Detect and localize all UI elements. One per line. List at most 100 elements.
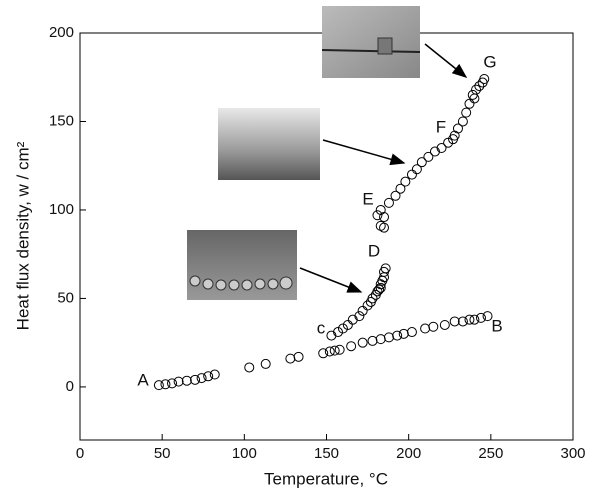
- point: [153, 380, 164, 391]
- point: [406, 169, 417, 180]
- point: [160, 379, 171, 390]
- point: [346, 341, 357, 352]
- point: [375, 334, 386, 345]
- point: [390, 190, 401, 201]
- point: [326, 330, 337, 341]
- y-tick-label: 50: [57, 289, 74, 306]
- point: [469, 314, 480, 325]
- point: [357, 305, 368, 316]
- x-tick-label: 250: [478, 445, 503, 462]
- point: [406, 327, 417, 338]
- y-tick-label: 200: [49, 24, 74, 41]
- point: [464, 314, 475, 325]
- point: [475, 312, 486, 323]
- point-label: A: [137, 370, 149, 389]
- point: [293, 351, 304, 362]
- inset-photos: [187, 6, 421, 300]
- point: [400, 176, 411, 187]
- point: [395, 183, 406, 194]
- point: [449, 130, 460, 141]
- point-label: D: [368, 241, 380, 260]
- point: [383, 197, 394, 208]
- point: [375, 282, 386, 293]
- point: [379, 212, 390, 223]
- point: [479, 74, 490, 85]
- point: [196, 373, 207, 384]
- y-tick-label: 0: [66, 378, 74, 395]
- point: [380, 263, 391, 274]
- point: [357, 337, 368, 348]
- point: [347, 314, 358, 325]
- point: [374, 284, 385, 295]
- point: [324, 346, 335, 357]
- point: [467, 89, 478, 100]
- point: [372, 286, 383, 297]
- point: [173, 376, 184, 387]
- point: [439, 319, 450, 330]
- point: [334, 344, 345, 355]
- photo-detail: [321, 49, 421, 53]
- point: [383, 332, 394, 343]
- plot-frame: [79, 32, 574, 441]
- point: [423, 151, 434, 162]
- point: [333, 327, 344, 338]
- point: [464, 98, 475, 109]
- point-label: G: [483, 52, 496, 71]
- point: [411, 164, 422, 175]
- point: [457, 116, 468, 127]
- point-label: c: [317, 318, 326, 337]
- point-label: E: [362, 189, 373, 208]
- arrow: [299, 267, 363, 293]
- photo-f: [218, 108, 320, 180]
- photo-bubbles: [189, 275, 293, 291]
- x-tick-label: 300: [560, 445, 585, 462]
- point: [337, 323, 348, 334]
- point: [181, 375, 192, 386]
- y-tick-label: 100: [49, 201, 74, 218]
- point: [375, 220, 386, 231]
- x-tick-label: 200: [396, 445, 421, 462]
- point: [190, 374, 201, 385]
- point: [167, 378, 178, 389]
- arrow: [322, 139, 406, 166]
- point: [482, 311, 493, 322]
- photo-d: [187, 230, 297, 300]
- point: [452, 123, 463, 134]
- arrows: [299, 43, 468, 293]
- point: [285, 353, 296, 364]
- point: [429, 146, 440, 157]
- point: [367, 293, 378, 304]
- y-axis-label: Heat flux density, w / cm²: [13, 141, 32, 330]
- point: [420, 323, 431, 334]
- x-tick-label: 150: [314, 445, 339, 462]
- point: [392, 330, 403, 341]
- x-tick-label: 50: [154, 445, 171, 462]
- point: [449, 316, 460, 327]
- point: [443, 137, 454, 148]
- point: [416, 157, 427, 168]
- point: [354, 311, 365, 322]
- point: [428, 321, 439, 332]
- point: [375, 204, 386, 215]
- point: [436, 143, 447, 154]
- photo-g: [322, 6, 420, 78]
- point: [260, 358, 271, 369]
- x-tick-label: 100: [232, 445, 257, 462]
- point-label: B: [491, 316, 502, 335]
- arrow: [424, 43, 468, 78]
- point: [362, 300, 373, 311]
- point: [474, 81, 485, 92]
- point: [379, 272, 390, 283]
- y-tick-label: 150: [49, 112, 74, 129]
- point-label: F: [436, 117, 446, 136]
- point: [461, 107, 472, 118]
- point: [329, 345, 340, 356]
- point: [372, 210, 383, 221]
- point: [318, 348, 329, 359]
- x-tick-label: 0: [76, 445, 84, 462]
- point: [244, 362, 255, 373]
- point: [367, 335, 378, 346]
- point: [203, 371, 214, 382]
- photo-detail: [377, 37, 393, 55]
